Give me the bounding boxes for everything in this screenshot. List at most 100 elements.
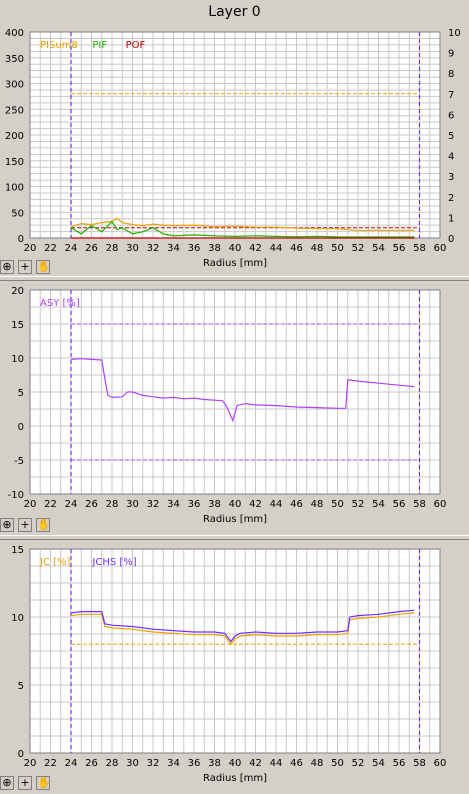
x-tick-label: 36 [188,499,201,510]
plus-icon[interactable]: + [18,776,32,790]
x-tick-label: 40 [229,243,242,254]
x-tick-label: 34 [167,758,180,769]
x-tick-label: 32 [147,758,160,769]
legend-entry: POF [126,40,146,51]
x-tick-label: 42 [249,499,262,510]
x-tick-label: 54 [372,499,385,510]
y2-tick-label: 5 [448,131,454,142]
x-tick-label: 58 [413,758,426,769]
x-tick-label: 32 [147,499,160,510]
x-tick-label: 20 [24,758,37,769]
y2-tick-label: 7 [448,90,454,101]
plus-icon[interactable]: + [18,518,32,532]
x-tick-label: 46 [290,499,303,510]
x-tick-label: 52 [352,758,365,769]
x-tick-label: 42 [249,758,262,769]
x-tick-label: 54 [372,243,385,254]
y-tick-label: 300 [5,80,24,91]
y2-tick-label: 9 [448,49,454,60]
y-tick-label: 50 [11,208,24,219]
y-tick-label: 5 [18,388,24,399]
legend-entry: JCHS [%] [91,557,136,568]
y-tick-label: -5 [14,456,24,467]
y-tick-label: 15 [11,545,24,556]
series-line [70,220,415,238]
x-tick-label: 26 [85,758,98,769]
x-tick-label: 56 [393,758,406,769]
chart-jitter: JC [%] JCHS [%] 0 5 10 15 20 22 24 26 28 30 32 34 36 38… [11,545,447,784]
x-tick-label: 36 [188,243,201,254]
legend-entry: PIF [92,40,107,51]
y-tick-label: 15 [11,320,24,331]
y-tick-label: 200 [5,131,24,142]
chart-asymmetry: ASY [%] -10 -5 0 5 10 15 20 20 22 24 26 28 30 32 34 36 38… [8,286,447,525]
y-tick-label: 20 [11,286,24,297]
x-tick-label: 26 [85,499,98,510]
x-tick-label: 34 [167,243,180,254]
hand-icon[interactable]: ✋ [36,518,51,532]
x-tick-label: 44 [270,499,283,510]
y-tick-label: 250 [5,105,24,116]
y-tick-label: 0 [18,422,24,433]
x-tick-label: 22 [44,758,57,769]
chart-toolbar: ⊕ + ✋ [0,518,60,534]
x-tick-label: 32 [147,243,160,254]
x-tick-label: 20 [24,499,37,510]
series-line [70,609,415,643]
y-tick-label: 0 [18,234,24,245]
x-tick-label: 24 [65,243,78,254]
y-tick-label: 400 [5,28,24,39]
x-tick-label: 54 [372,758,385,769]
y2-tick-label: 0 [448,234,454,245]
plot-frame [29,548,441,754]
x-axis-label: Radius [mm] [203,773,267,784]
x-tick-label: 60 [434,243,447,254]
x-tick-label: 28 [106,758,119,769]
y2-tick-label: 8 [448,69,454,80]
x-tick-label: 50 [331,499,344,510]
y2-tick-label: 4 [448,152,454,163]
window-title: Layer 0 [208,4,261,20]
y-tick-label: 100 [5,183,24,194]
x-tick-label: 52 [352,499,365,510]
x-tick-label: 24 [65,499,78,510]
series-line [70,358,415,423]
x-tick-label: 30 [126,499,139,510]
x-tick-label: 34 [167,499,180,510]
x-tick-label: 30 [126,758,139,769]
hand-icon[interactable]: ✋ [36,260,51,274]
x-tick-label: 48 [311,499,324,510]
y2-tick-label: 2 [448,193,454,204]
x-tick-label: 50 [331,758,344,769]
panel-separator [0,535,469,540]
x-tick-label: 56 [393,243,406,254]
x-tick-label: 30 [126,243,139,254]
legend-entry: PISum8 [40,40,78,51]
plus-icon[interactable]: + [18,260,32,274]
panel-separator [0,276,469,281]
x-tick-label: 20 [24,243,37,254]
zoom-icon[interactable]: ⊕ [0,260,14,274]
zoom-icon[interactable]: ⊕ [0,776,14,790]
y-tick-label: 10 [11,354,24,365]
zoom-icon[interactable]: ⊕ [0,518,14,532]
x-tick-label: 48 [311,758,324,769]
chart-toolbar: ⊕ + ✋ [0,260,60,276]
chart-defects: PISum8 PIF POF0501001502002503003504000123… [5,28,461,269]
legend-entry: JC [%] [39,557,71,568]
x-tick-label: 46 [290,758,303,769]
x-tick-label: 58 [413,243,426,254]
x-tick-label: 58 [413,499,426,510]
x-tick-label: 26 [85,243,98,254]
x-tick-label: 40 [229,499,242,510]
y-tick-label: 5 [18,681,24,692]
x-tick-label: 38 [208,499,221,510]
y-tick-label: -10 [8,490,24,501]
y2-tick-label: 6 [448,110,454,121]
x-tick-label: 28 [106,243,119,254]
x-tick-label: 46 [290,243,303,254]
y-tick-label: 10 [11,613,24,624]
y2-tick-label: 10 [448,28,461,39]
hand-icon[interactable]: ✋ [36,776,51,790]
x-tick-label: 60 [434,758,447,769]
